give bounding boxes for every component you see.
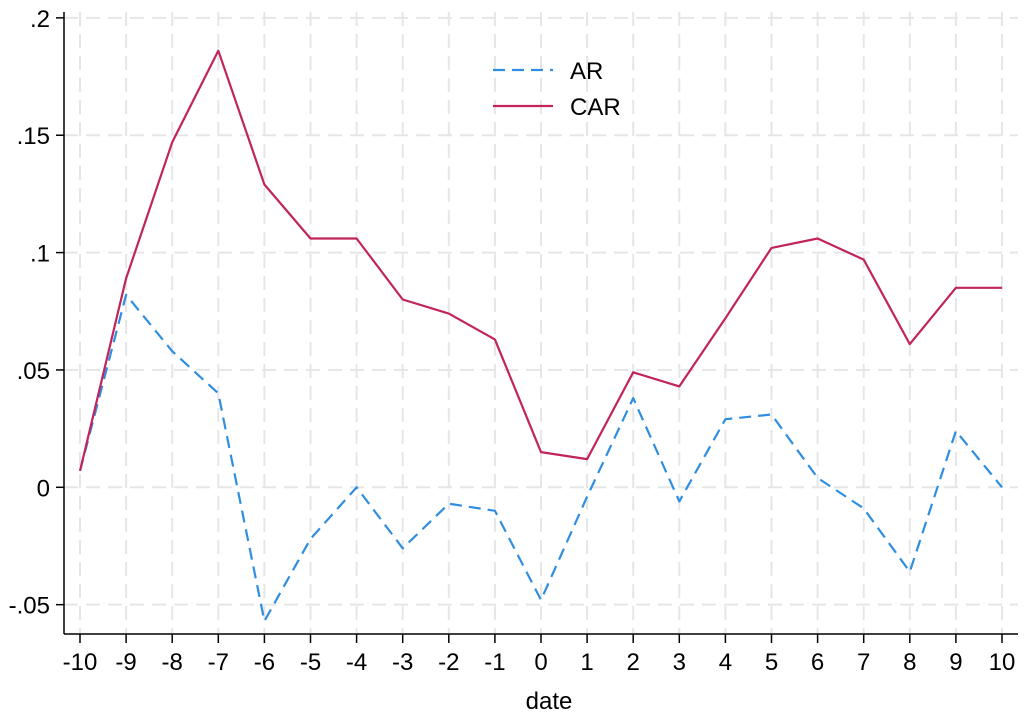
x-tick-label: 1 <box>580 649 593 676</box>
x-tick-label: -1 <box>484 649 505 676</box>
x-tick-label: 6 <box>811 649 824 676</box>
y-tick-label: 0 <box>37 475 50 502</box>
x-tick-label: 7 <box>857 649 870 676</box>
x-tick-label: 2 <box>627 649 640 676</box>
x-axis-title: date <box>526 688 573 712</box>
x-tick-label: -8 <box>162 649 183 676</box>
y-tick-label: .2 <box>30 6 50 33</box>
y-tick-label: .05 <box>17 358 50 385</box>
x-tick-label: -3 <box>392 649 413 676</box>
grid-lines <box>64 12 1018 634</box>
x-tick-label: -4 <box>346 649 367 676</box>
series-lines <box>78 49 1003 623</box>
x-tick-label: -9 <box>115 649 136 676</box>
x-tick-label: 10 <box>989 649 1016 676</box>
legend-label-car: CAR <box>570 94 621 121</box>
x-tick-label: 5 <box>765 649 778 676</box>
y-tick-label: .1 <box>30 241 50 268</box>
x-tick-label: 9 <box>949 649 962 676</box>
legend: AR CAR <box>493 58 621 121</box>
x-tick-label: -6 <box>254 649 275 676</box>
x-tick-label: 0 <box>534 649 547 676</box>
x-tick-label: 4 <box>719 649 732 676</box>
x-tick-label: -10 <box>63 649 98 676</box>
x-tick-label: 3 <box>673 649 686 676</box>
x-tick-label: -2 <box>438 649 459 676</box>
y-tick-label: .15 <box>17 123 50 150</box>
x-tick-label: 8 <box>903 649 916 676</box>
x-tick-label: -5 <box>300 649 321 676</box>
series-car-line <box>78 49 1002 472</box>
legend-label-ar: AR <box>570 58 603 85</box>
y-axis-ticks: -.05 0 .05 .1 .15 .2 <box>9 6 64 620</box>
x-axis-ticks: -10 -9 -8 -7 -6 -5 -4 -3 -2 -1 0 1 2 3 4 5 6 7 8 9 10 <box>63 634 1016 676</box>
x-tick-label: -7 <box>208 649 229 676</box>
y-tick-label: -.05 <box>9 593 50 620</box>
